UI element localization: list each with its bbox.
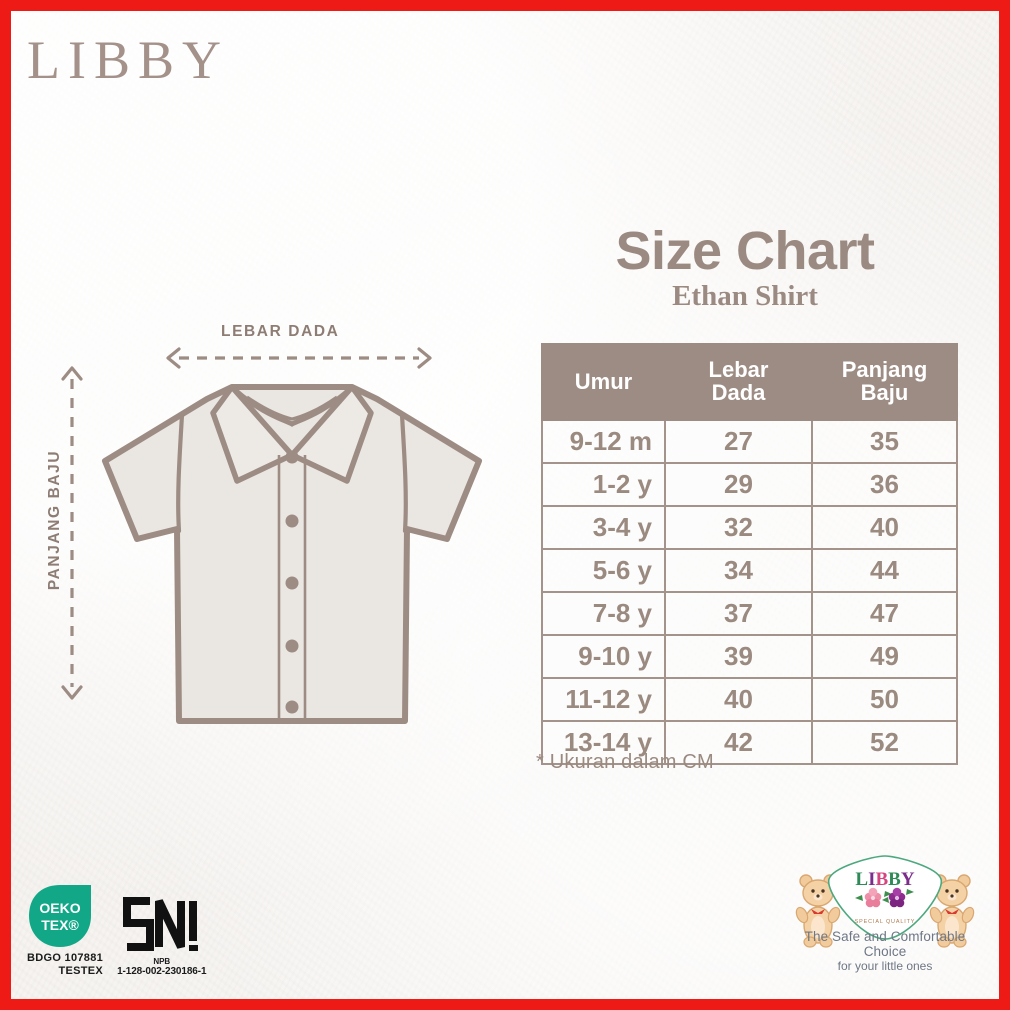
cell-chest: 27 [664,418,813,464]
column-header-chest: Lebar Dada [664,343,813,421]
cell-age: 9-10 y [541,633,666,679]
table-row: 11-12 y 40 50 [541,676,958,722]
column-header-length: Panjang Baju [811,343,958,421]
cell-length: 44 [811,547,958,593]
garment-illustration: LEBAR DADA PANJANG BAJU [25,311,505,751]
cell-age: 1-2 y [541,461,666,507]
oeko-tex-badge: OEKO TEX® BDGO 107881 TESTEX [27,883,103,977]
cell-chest: 37 [664,590,813,636]
table-row: 9-12 m 27 35 [541,418,958,464]
poster-canvas: LIBBY LEBAR DADA PANJANG BAJU [11,11,999,999]
table-row: 1-2 y 29 36 [541,461,958,507]
cell-length: 52 [811,719,958,765]
page-subtitle: Ethan Shirt [672,280,818,313]
cell-chest: 34 [664,547,813,593]
table-header-row: Umur Lebar Dada Panjang Baju [541,343,958,421]
libby-emblem-word: LIBBY [855,869,914,890]
cell-chest: 40 [664,676,813,722]
measurement-unit-note: * Ukuran dalam CM [536,751,714,773]
cell-length: 36 [811,461,958,507]
table-row: 9-10 y 39 49 [541,633,958,679]
brand-wordmark: LIBBY [27,30,229,90]
libby-emblem-icon: LIBBY [828,855,942,940]
sni-npb-label: NPB [153,957,171,966]
cell-length: 49 [811,633,958,679]
sni-certificate-number: 1-128-002-230186-1 [117,966,207,977]
cell-length: 40 [811,504,958,550]
oeko-certificate-number: BDGO 107881 [27,952,104,964]
cell-length: 50 [811,676,958,722]
column-header-length-line2: Baju [860,380,909,406]
sni-icon [122,897,198,951]
column-header-chest-line1: Lebar [708,357,769,382]
chest-width-label: LEBAR DADA [221,323,340,340]
mascot-badge: LIBBY [789,853,981,981]
cell-age: 7-8 y [541,590,666,636]
column-header-chest-line2: Dada [711,380,766,406]
table-row: 13-14 y 42 52 [541,719,958,765]
size-chart-heading: Size Chart Ethan Shirt [530,223,960,314]
column-header-age-line1: Umur [574,368,633,394]
cell-chest: 29 [664,461,813,507]
mascot-tagline-line2: for your little ones [837,959,933,973]
libby-emblem-subtext: SPECIAL QUALITY [855,919,916,925]
flower-pink-icon [855,887,892,908]
cell-chest: 32 [664,504,813,550]
cell-age: 11-12 y [541,676,666,722]
page-title: Size Chart [615,221,875,281]
cell-age: 3-4 y [541,504,666,550]
column-header-age: Umur [541,343,666,421]
teddy-bear-right-icon [929,874,975,948]
oeko-lab-name: TESTEX [58,965,104,977]
cell-age: 9-12 m [541,418,666,464]
cell-length: 35 [811,418,958,464]
mascot-tagline-line1: The Safe and Comfortable Choice [804,929,966,959]
table-row: 7-8 y 37 47 [541,590,958,636]
garment-length-arrow [61,366,83,700]
column-header-length-line1: Panjang [841,357,928,382]
oeko-line1-text: OEKO [39,900,80,916]
cell-chest: 39 [664,633,813,679]
cell-age: 5-6 y [541,547,666,593]
flower-purple-icon [882,887,914,908]
table-row: 3-4 y 32 40 [541,504,958,550]
mascot-graphic: LIBBY [795,855,975,948]
oeko-line2-text: TEX® [41,917,79,933]
oeko-tex-icon: OEKO TEX® [29,885,91,947]
certification-badges: OEKO TEX® BDGO 107881 TESTEX [27,883,207,977]
cell-age: 13-14 y [541,719,666,765]
table-row: 5-6 y 34 44 [541,547,958,593]
cell-length: 47 [811,590,958,636]
cell-chest: 42 [664,719,813,765]
chest-width-arrow [166,347,432,369]
size-chart-table: Umur Lebar Dada Panjang Baju 9-12 m 27 [541,343,958,765]
shirt-icon [102,384,482,724]
sni-badge: NPB 1-128-002-230186-1 [117,895,207,977]
